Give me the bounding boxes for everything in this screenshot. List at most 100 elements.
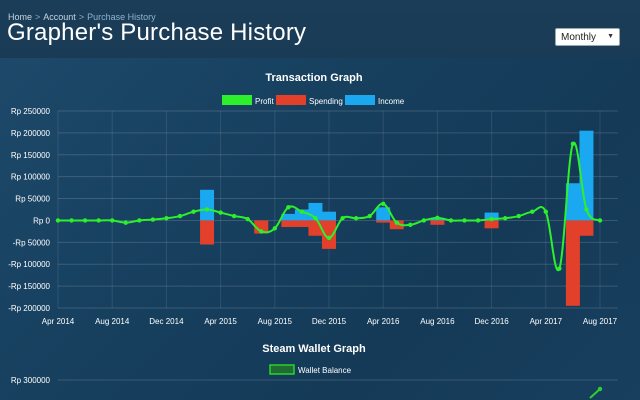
spending-bar: [579, 220, 594, 236]
spending-bar: [322, 220, 336, 249]
breadcrumb-account[interactable]: Account: [43, 12, 76, 22]
spending-bar: [281, 220, 296, 228]
profit-point: [164, 216, 169, 221]
profit-point: [421, 218, 427, 223]
chevron-down-icon: ▼: [607, 33, 614, 40]
profit-point: [516, 213, 521, 219]
income-bar: [200, 189, 215, 221]
profit-point: [448, 218, 454, 223]
breadcrumb-home[interactable]: Home: [8, 12, 33, 22]
profit-point: [272, 226, 277, 231]
profit-point: [557, 266, 562, 271]
spending-bar: [376, 220, 391, 223]
x-tick-label: Aug 2017: [583, 317, 618, 326]
y-tick-label: -Rp 50000: [13, 238, 51, 247]
profit-point: [55, 218, 61, 223]
x-tick-label: Dec 2015: [312, 317, 347, 326]
y-tick-label: Rp 100000: [11, 173, 51, 182]
wallet-chart: Steam Wallet Graph Wallet Balance Rp 30000…: [11, 343, 618, 399]
y-tick-label: -Rp 200000: [8, 304, 50, 313]
breadcrumb-current: Purchase History: [87, 12, 156, 22]
profit-point: [191, 209, 196, 214]
transaction-chart: Transaction Graph Profit Spending Income Rp …: [8, 72, 618, 326]
profit-point: [394, 220, 399, 225]
spending-bar: [565, 220, 580, 306]
breadcrumb-separator: >: [35, 12, 41, 22]
breadcrumb: Home > Account > Purchase History: [8, 12, 156, 22]
income-bar: [579, 130, 594, 221]
profit-point: [218, 210, 223, 215]
wallet-point: [597, 386, 603, 392]
profit-point: [340, 216, 345, 221]
spending-bar: [294, 220, 309, 228]
profit-point: [313, 216, 318, 221]
income-bar: [565, 183, 580, 221]
legend-label-income: Income: [378, 97, 405, 106]
income-bar: [294, 209, 309, 221]
period-select-value: Monthly: [561, 32, 597, 43]
x-tick-label: Aug 2014: [95, 317, 130, 326]
profit-point: [489, 216, 494, 222]
x-tick-label: Dec 2016: [474, 317, 509, 326]
spending-bar: [200, 220, 215, 245]
profit-point: [245, 216, 250, 222]
wallet-line: [589, 388, 601, 399]
profit-point: [204, 207, 210, 212]
page-header: Home > Account > Purchase History Grapher's …: [0, 0, 640, 58]
profit-point: [462, 218, 467, 223]
y-tick-label: Rp 250000: [11, 107, 51, 116]
profit-point: [367, 213, 372, 219]
x-tick-label: Aug 2016: [420, 317, 455, 326]
profit-point: [502, 216, 508, 221]
profit-point: [110, 218, 115, 223]
page-title: Grapher's Purchase History: [7, 19, 307, 46]
legend-swatch-income: [345, 95, 375, 105]
x-tick-label: Apr 2017: [530, 317, 563, 326]
spending-bar: [484, 220, 499, 229]
legend-swatch-profit: [222, 95, 252, 105]
legend-swatch-spending: [276, 95, 306, 105]
legend-label-wallet-balance: Wallet Balance: [298, 366, 352, 375]
x-tick-label: Aug 2015: [258, 317, 293, 326]
profit-point: [475, 218, 481, 223]
income-bar: [484, 212, 499, 221]
profit-point: [177, 213, 183, 219]
profit-point: [231, 213, 237, 219]
y-tick-label: Rp 50000: [15, 195, 50, 204]
profit-point: [408, 222, 413, 228]
profit-point: [69, 218, 74, 223]
x-tick-label: Apr 2015: [204, 317, 237, 326]
profit-point: [326, 235, 332, 241]
profit-point: [353, 216, 359, 221]
y-tick-label: -Rp 100000: [8, 260, 50, 269]
period-select[interactable]: Monthly ▼: [555, 28, 620, 46]
profit-point: [137, 218, 142, 223]
wallet-chart-title: Steam Wallet Graph: [262, 343, 366, 355]
profit-point: [286, 205, 291, 210]
chart-title: Transaction Graph: [265, 72, 362, 84]
legend-label-spending: Spending: [309, 97, 343, 106]
profit-point: [597, 218, 603, 223]
y-tick-label: -Rp 150000: [8, 282, 50, 291]
profit-point: [381, 201, 386, 207]
legend-label-profit: Profit: [255, 97, 274, 106]
profit-point: [584, 207, 589, 212]
income-bar: [376, 207, 391, 221]
y-tick-label: Rp 200000: [11, 129, 51, 138]
profit-point: [543, 209, 548, 214]
profit-point: [259, 229, 264, 234]
profit-point: [123, 220, 128, 225]
breadcrumb-separator: >: [78, 12, 85, 22]
profit-point: [82, 218, 88, 223]
x-tick-label: Apr 2016: [367, 317, 400, 326]
profit-point: [435, 215, 440, 221]
x-tick-label: Apr 2014: [42, 317, 75, 326]
income-bar: [281, 213, 296, 221]
y-tick-label: Rp 0: [33, 216, 50, 225]
x-tick-label: Dec 2014: [149, 317, 184, 326]
spending-bar: [430, 220, 445, 225]
y-tick-label: Rp 150000: [11, 151, 51, 160]
income-bar: [322, 211, 336, 221]
profit-point: [530, 209, 535, 214]
profit-point: [299, 209, 305, 214]
